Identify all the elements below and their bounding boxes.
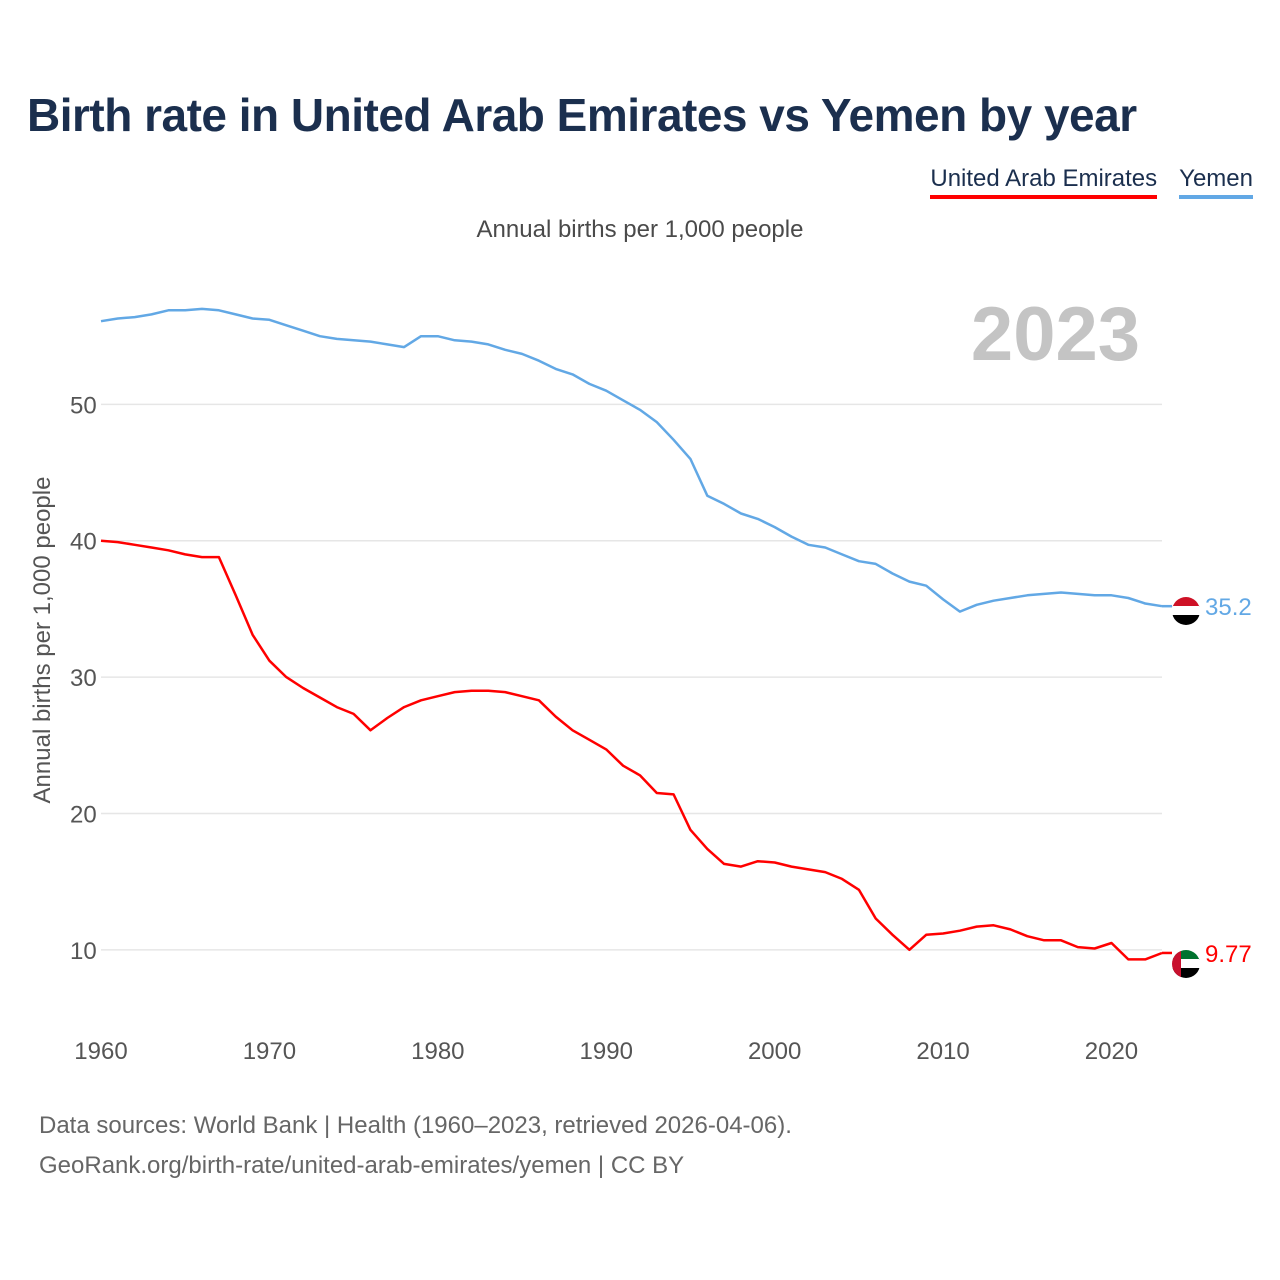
yemen-flag-icon [1172,597,1200,625]
x-tick-label: 1980 [411,1038,464,1065]
chart-title: Birth rate in United Arab Emirates vs Ye… [27,89,1137,141]
x-tick-label: 2000 [748,1038,801,1065]
y-tick-label: 20 [70,801,97,828]
chart-subtitle: Annual births per 1,000 people [476,216,804,243]
grid [101,403,1162,951]
series [100,307,1172,961]
legend-item-uae[interactable]: United Arab Emirates [930,165,1158,199]
x-tick-label: 2010 [916,1038,969,1065]
series-line-yemen [100,307,1163,613]
line-chart: 10 20 30 40 50 1960 1970 1980 1990 2000 2010 2020 2… [29,292,1252,1065]
x-tick-label: 2020 [1085,1038,1138,1065]
y-tick-label: 30 [70,665,97,692]
source-url-text: GeoRank.org/birth-rate/united-arab-emira… [39,1152,685,1179]
x-tick-label: 1990 [580,1038,633,1065]
y-tick-label: 50 [70,392,97,419]
series-line-united-arab-emirates [100,539,1163,961]
axes: 10 20 30 40 50 1960 1970 1980 1990 2000 2010 2020 [70,392,1138,1065]
legend-item-yemen[interactable]: Yemen [1179,165,1253,199]
x-tick-label: 1960 [74,1038,127,1065]
end-value-label-yemen: 35.2 [1205,594,1252,621]
year-watermark: 2023 [971,292,1140,377]
uae-flag-icon [1172,950,1200,978]
y-axis-title: Annual births per 1,000 people [29,477,56,804]
x-tick-label: 1970 [243,1038,296,1065]
end-value-label-united-arab-emirates: 9.77 [1205,941,1252,968]
footer: Data sources: World Bank | Health (1960–… [39,1106,792,1186]
legend: United Arab Emirates Yemen [930,165,1253,199]
end-labels: 9.77 35.2 [1205,594,1252,968]
y-tick-label: 40 [70,529,97,556]
data-source-text: Data sources: World Bank | Health (1960–… [39,1112,792,1139]
y-tick-label: 10 [70,938,97,965]
